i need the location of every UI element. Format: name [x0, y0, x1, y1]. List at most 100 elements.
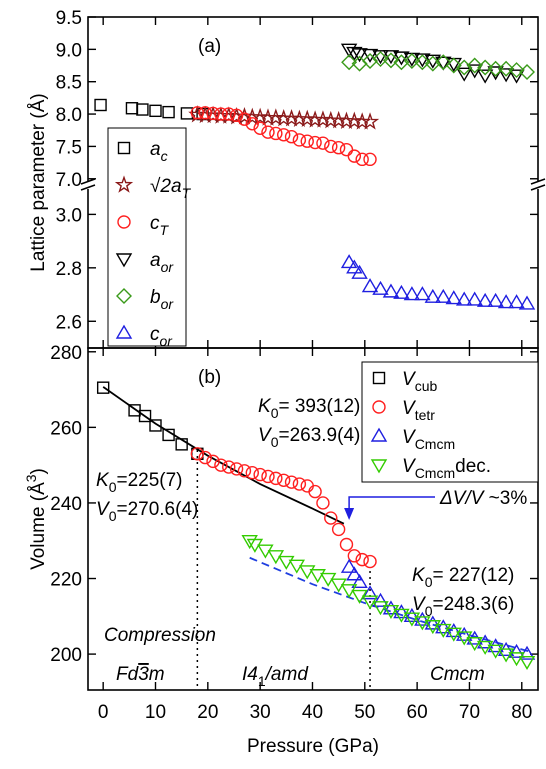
x-axis-label: Pressure (GPa) — [247, 736, 379, 757]
y-tick-label: 280 — [50, 343, 82, 364]
marker — [278, 555, 295, 570]
legend-label-part: Cmcm — [415, 436, 455, 452]
marker — [476, 292, 494, 307]
annotation-part: K — [412, 565, 426, 586]
x-tick-label: 10 — [145, 702, 166, 723]
legend-label-part: c — [161, 148, 168, 164]
legend-label: cor — [150, 324, 173, 349]
phase-label-part: I4 — [242, 664, 258, 685]
marker — [361, 278, 379, 293]
marker — [269, 126, 283, 141]
marker — [222, 460, 236, 474]
marker — [351, 573, 368, 588]
annotation-part: 0 — [109, 479, 117, 495]
marker — [276, 473, 291, 487]
legend-label: Vtetr — [402, 398, 435, 423]
delta-v-arrowhead — [344, 508, 355, 520]
marker — [214, 107, 228, 121]
marker — [229, 108, 244, 123]
annotation: V0=248.3(6) — [412, 594, 514, 619]
y-tick-label: 240 — [50, 494, 82, 515]
marker — [117, 215, 131, 229]
phase-label-part: 3 — [138, 664, 149, 685]
marker — [477, 59, 494, 76]
marker — [96, 381, 110, 394]
marker — [403, 612, 421, 627]
phase-label-part: 1 — [258, 673, 266, 689]
legend-label: aor — [150, 250, 174, 275]
marker — [149, 104, 162, 118]
marker — [424, 615, 442, 630]
y-tick-label: 8.0 — [56, 105, 82, 126]
phase-label-part: /amd — [264, 664, 310, 685]
marker — [292, 477, 307, 491]
legend-label-part: dec. — [455, 456, 491, 477]
marker — [456, 291, 473, 306]
legend-label-part: V — [402, 398, 417, 419]
annotation-part: ΔV/V — [439, 488, 486, 509]
marker — [456, 67, 473, 82]
phase-label: Cmcm — [430, 664, 485, 685]
marker — [245, 466, 260, 480]
marker — [393, 284, 410, 299]
marker — [261, 469, 275, 484]
marker — [308, 484, 322, 499]
y-tick-label: 7.5 — [56, 137, 82, 158]
x-tick-label: 0 — [98, 702, 109, 723]
marker — [363, 152, 377, 167]
annotation: ΔV/V ~3% — [439, 488, 527, 509]
annotation: K0=225(7) — [96, 470, 183, 495]
annotation-part: K — [96, 470, 110, 491]
legend-label-part: c — [150, 213, 160, 234]
marker — [445, 627, 462, 642]
marker — [372, 371, 386, 385]
marker — [237, 464, 252, 478]
marker — [115, 324, 133, 339]
marker — [116, 288, 132, 304]
marker — [313, 110, 333, 128]
marker — [237, 112, 252, 126]
legend-label-part: T — [182, 185, 192, 201]
marker — [94, 98, 107, 112]
marker — [435, 619, 452, 634]
marker — [206, 106, 220, 121]
y-tick-label: 2.8 — [56, 259, 82, 280]
marker — [298, 109, 317, 128]
marker — [351, 48, 368, 63]
x-tick-label: 60 — [407, 702, 428, 723]
marker — [190, 106, 205, 120]
y-tick-label: 8.5 — [56, 73, 82, 94]
marker — [309, 569, 326, 584]
marker — [518, 655, 536, 671]
marker — [370, 427, 388, 442]
x-tick-label: 30 — [250, 702, 271, 723]
marker — [250, 107, 270, 126]
marker — [292, 133, 307, 147]
marker — [476, 640, 494, 655]
marker — [206, 454, 220, 469]
legend-label-part: V — [402, 427, 417, 448]
marker — [347, 549, 362, 563]
marker — [403, 607, 421, 623]
annotation-part: 0 — [271, 434, 279, 450]
delta-v-arrow — [348, 496, 435, 514]
marker — [424, 620, 442, 635]
marker — [300, 479, 314, 493]
marker — [308, 135, 322, 150]
marker — [300, 134, 314, 148]
marker — [345, 111, 364, 129]
x-tick-label: 70 — [459, 702, 480, 723]
annotation: K0= 227(12) — [412, 565, 514, 590]
legend-label: √2aT — [150, 176, 192, 201]
marker — [162, 105, 175, 119]
marker — [403, 286, 421, 301]
marker — [331, 141, 346, 155]
marker — [393, 604, 410, 619]
marker — [347, 149, 362, 163]
marker — [382, 604, 400, 620]
marker — [117, 141, 131, 155]
x-tick-label: 20 — [197, 702, 218, 723]
y-tick-label: 9.0 — [56, 40, 82, 61]
marker — [508, 294, 525, 309]
marker — [190, 447, 205, 461]
